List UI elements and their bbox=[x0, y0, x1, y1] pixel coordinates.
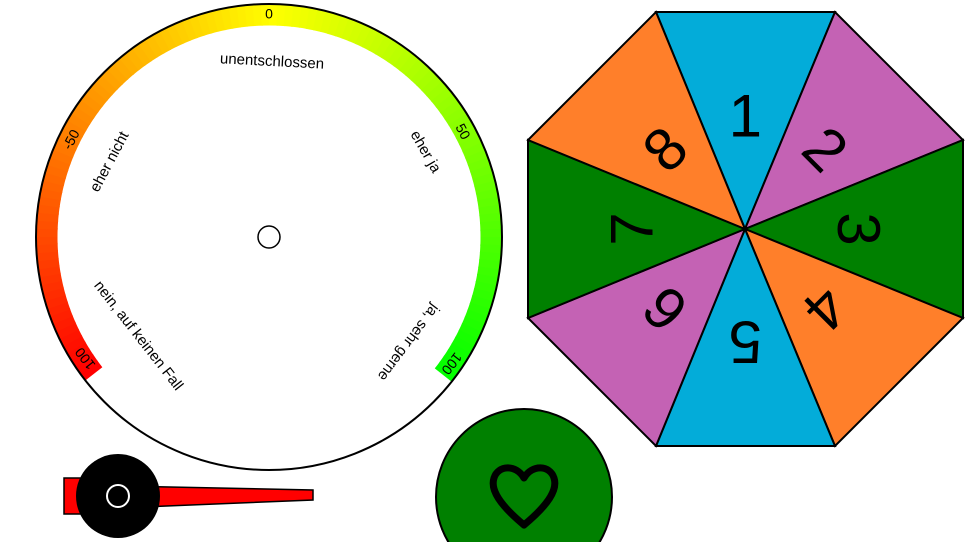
heart-token bbox=[435, 408, 613, 542]
dial-label: eher nicht bbox=[87, 128, 133, 195]
dial-label: eher ja bbox=[407, 128, 445, 177]
dial-outline bbox=[35, 3, 503, 471]
ring-segment bbox=[434, 361, 458, 382]
segment-number: 1 bbox=[729, 82, 762, 149]
dial-label: ja, sehr gerne bbox=[374, 300, 443, 384]
dial-ring bbox=[36, 4, 502, 382]
scale-label: 0 bbox=[265, 6, 273, 22]
dial-label: unentschlossen bbox=[220, 50, 325, 72]
segment-number: 5 bbox=[729, 309, 762, 376]
dial-center bbox=[257, 225, 281, 249]
pointer bbox=[63, 454, 314, 538]
segment-number: 7 bbox=[598, 212, 665, 245]
segment-number: 3 bbox=[825, 212, 892, 245]
scale-label: 50 bbox=[452, 121, 474, 142]
spinner-segment bbox=[526, 10, 747, 231]
dial-label: nein, auf keinen Fall bbox=[90, 278, 186, 394]
